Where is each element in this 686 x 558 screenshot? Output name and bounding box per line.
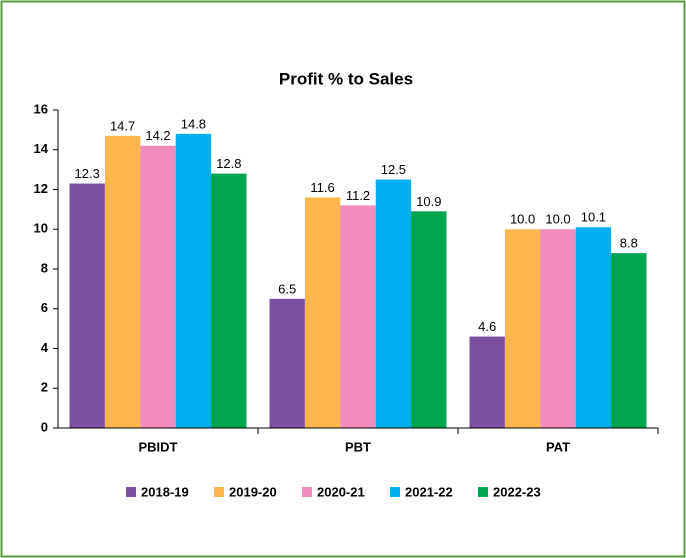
bar xyxy=(375,179,412,428)
bar xyxy=(611,253,647,428)
y-tick-label: 8 xyxy=(41,260,48,275)
x-tick-label: PBT xyxy=(345,439,371,454)
y-tick-label: 6 xyxy=(41,300,48,315)
data-label: 14.8 xyxy=(181,116,206,131)
data-label: 10.0 xyxy=(510,212,535,227)
legend-swatch xyxy=(126,487,136,497)
x-tick-label: PBIDT xyxy=(139,439,178,454)
legend-label: 2020-21 xyxy=(317,484,365,499)
data-label: 12.3 xyxy=(75,166,100,181)
bar xyxy=(140,145,176,428)
bar xyxy=(504,229,541,428)
y-tick-label: 16 xyxy=(34,101,48,116)
bar xyxy=(269,298,305,428)
y-tick-label: 2 xyxy=(41,380,48,395)
data-label: 11.2 xyxy=(346,188,370,203)
data-label: 10.0 xyxy=(545,212,570,227)
bar xyxy=(340,205,376,428)
y-tick-label: 4 xyxy=(41,340,49,355)
x-tick-label: PAT xyxy=(546,439,570,454)
y-tick-label: 14 xyxy=(34,141,49,156)
bar xyxy=(104,135,141,428)
bar xyxy=(175,133,212,428)
data-label: 8.8 xyxy=(620,236,638,251)
legend-swatch xyxy=(478,487,488,497)
legend-swatch xyxy=(390,487,400,497)
legend-label: 2018-19 xyxy=(141,484,189,499)
legend-label: 2022-23 xyxy=(493,484,541,499)
bar xyxy=(469,336,505,428)
bar xyxy=(69,183,105,428)
data-label: 12.8 xyxy=(216,156,241,171)
data-label: 12.5 xyxy=(381,162,406,177)
bar xyxy=(540,229,576,428)
y-tick-label: 10 xyxy=(34,221,48,236)
legend-label: 2021-22 xyxy=(405,484,453,499)
data-label: 10.9 xyxy=(416,194,441,209)
data-label: 4.6 xyxy=(478,319,496,334)
bar xyxy=(211,173,247,428)
data-label: 10.1 xyxy=(581,210,606,225)
bar xyxy=(304,197,341,428)
data-label: 11.6 xyxy=(310,180,334,195)
legend-swatch xyxy=(302,487,312,497)
data-label: 14.2 xyxy=(145,128,170,143)
chart-title: Profit % to Sales xyxy=(279,69,413,88)
bar xyxy=(411,211,447,428)
y-tick-label: 12 xyxy=(34,181,48,196)
data-label: 14.7 xyxy=(110,118,135,133)
bar xyxy=(575,227,612,428)
data-label: 6.5 xyxy=(278,281,296,296)
y-tick-label: 0 xyxy=(41,419,48,434)
legend-swatch xyxy=(214,487,224,497)
legend-label: 2019-20 xyxy=(229,484,277,499)
